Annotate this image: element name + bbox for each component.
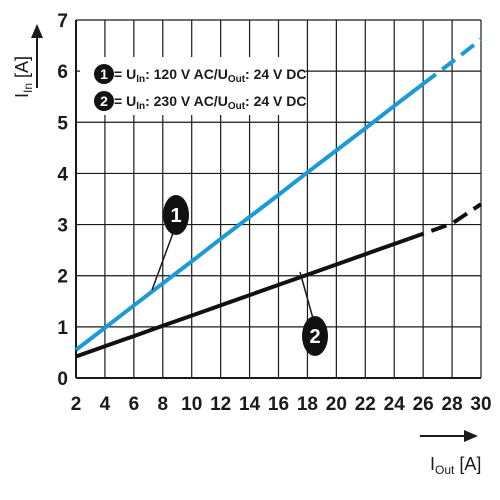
legend-label-1: = UIn: 120 V AC/UOut: 24 V DC	[114, 66, 307, 85]
legend-marker-1-label: 1	[100, 66, 108, 82]
x-tick-label: 12	[210, 394, 231, 415]
y-tick-labels: 0 1 2 3 4 5 6 7	[57, 11, 68, 390]
x-tick-label: 28	[442, 394, 463, 415]
y-tick-label: 3	[57, 216, 68, 237]
callout-1: 1	[151, 195, 189, 291]
callout-1-label: 1	[170, 205, 181, 227]
x-tick-label: 2	[71, 394, 82, 415]
x-tick-label: 4	[100, 394, 111, 415]
x-tick-label: 6	[129, 394, 140, 415]
y-axis-title: IIn [A]	[12, 56, 35, 98]
x-tick-labels: 2 4 6 8 10 12 14 16 18 20 22 24 26 28 30	[71, 394, 492, 415]
x-tick-label: 24	[384, 394, 406, 415]
series-1-solid-line	[74, 82, 425, 352]
y-tick-label: 0	[57, 369, 68, 390]
y-axis-arrow	[31, 24, 43, 88]
x-tick-label: 10	[181, 394, 202, 415]
y-tick-label: 5	[57, 113, 68, 134]
x-tick-label: 20	[326, 394, 347, 415]
series-2-dashed-line	[408, 202, 483, 241]
legend: 1 = UIn: 120 V AC/UOut: 24 V DC 2 = UIn:…	[80, 57, 307, 115]
x-tick-label: 22	[355, 394, 376, 415]
y-tick-label: 2	[57, 267, 68, 288]
callout-2-label: 2	[309, 326, 320, 348]
legend-background	[80, 57, 306, 115]
y-tick-label: 6	[57, 62, 68, 83]
y-tick-label: 1	[57, 318, 68, 339]
callout-2-marker	[302, 316, 328, 356]
legend-marker-2-label: 2	[100, 93, 108, 109]
x-tick-label: 8	[157, 394, 168, 415]
legend-marker-1	[94, 64, 114, 84]
x-tick-label: 26	[413, 394, 434, 415]
series-layer	[74, 37, 483, 359]
series-2-solid-line	[75, 237, 410, 359]
legend-item-2: 2 = UIn: 230 V AC/UOut: 24 V DC	[94, 91, 307, 112]
legend-item-1: 1 = UIn: 120 V AC/UOut: 24 V DC	[94, 64, 307, 85]
x-tick-label: 16	[268, 394, 289, 415]
legend-marker-2	[94, 91, 114, 111]
series-1-dashed-line	[421, 37, 483, 86]
y-tick-label: 4	[57, 164, 68, 185]
callout-2: 2	[299, 271, 328, 356]
x-tick-label: 30	[470, 394, 491, 415]
y-tick-label: 7	[57, 11, 68, 32]
legend-label-2: = UIn: 230 V AC/UOut: 24 V DC	[114, 93, 307, 112]
callout-1-marker	[163, 195, 189, 235]
x-axis-arrow	[420, 430, 478, 442]
x-tick-label: 14	[239, 394, 261, 415]
x-axis-title: IOut [A]	[430, 454, 481, 477]
x-tick-label: 18	[297, 394, 318, 415]
